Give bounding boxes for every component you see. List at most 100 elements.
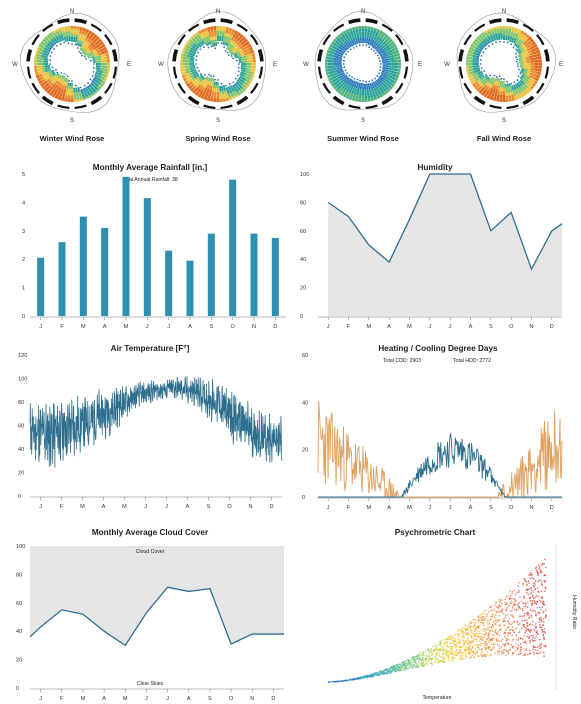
- psychro-point: [526, 625, 529, 627]
- rose-bar: [476, 58, 480, 61]
- rose-bar: [246, 73, 250, 77]
- rose-bar: [225, 42, 229, 47]
- rose-bar: [191, 44, 195, 49]
- psychro-point: [428, 653, 431, 656]
- rose-dot: [195, 59, 198, 62]
- psychro-point: [529, 609, 532, 611]
- rose-bar: [523, 70, 528, 74]
- psychro-point: [466, 639, 468, 642]
- psychro-point: [446, 655, 449, 657]
- rose-bar: [481, 79, 485, 84]
- rose-bar: [370, 97, 375, 102]
- psychro-point: [437, 648, 439, 651]
- rose-bar: [53, 38, 57, 42]
- rose-bar: [47, 39, 51, 43]
- rose-bar: [225, 87, 229, 90]
- rose-bar: [505, 35, 508, 38]
- psychro-point: [443, 642, 445, 645]
- rose-bar: [385, 62, 389, 66]
- psychro-point: [488, 640, 490, 643]
- psychro-point: [539, 647, 541, 650]
- rose-bar: [490, 29, 494, 33]
- psychro-point: [468, 639, 470, 642]
- rose-bar: [51, 30, 56, 34]
- psychro-point: [509, 648, 511, 651]
- rose-bar: [204, 75, 209, 80]
- rose-bar: [73, 99, 77, 102]
- rose-bar: [36, 62, 39, 66]
- rose-bar: [234, 34, 239, 40]
- rose-bar: [230, 40, 235, 45]
- psychro-point: [540, 600, 542, 603]
- rose-bar: [382, 68, 386, 71]
- humidity-title: Humidity: [417, 163, 452, 172]
- psychro-point: [453, 637, 455, 639]
- psychro-point: [517, 636, 520, 639]
- x-tick-label: J: [327, 324, 330, 330]
- psychro-point: [451, 659, 453, 661]
- rose-dot: [237, 70, 240, 73]
- rose-bar: [526, 58, 531, 61]
- rose-bar: [361, 34, 365, 38]
- psychro-point: [500, 640, 503, 642]
- rose-bar: [487, 83, 492, 88]
- rose-bar: [63, 36, 67, 40]
- psychro-point: [423, 665, 426, 667]
- rose-bar: [180, 68, 184, 73]
- psychro-point: [485, 633, 487, 635]
- rose-bar: [101, 43, 106, 48]
- x-tick-label: M: [81, 324, 86, 330]
- rose-bar: [206, 76, 210, 81]
- y-tick-label: 60: [300, 229, 306, 235]
- rose-bar: [92, 49, 97, 53]
- rose-bar: [512, 40, 516, 44]
- rose-bar: [222, 98, 227, 102]
- psychro-point: [534, 567, 537, 570]
- rose-bar: [43, 80, 48, 85]
- rose-bar: [488, 32, 492, 36]
- psychro-point: [540, 646, 542, 649]
- rose-bar: [252, 68, 256, 73]
- rose-bar: [476, 87, 481, 92]
- rose-bar: [34, 71, 39, 76]
- rose-bar: [234, 54, 238, 58]
- rose-bar: [187, 60, 190, 63]
- x-tick-label: A: [103, 324, 107, 330]
- rose-bar: [470, 59, 473, 63]
- psychro-point: [478, 630, 481, 633]
- rose-dot: [232, 57, 234, 60]
- x-tick-label: O: [230, 324, 235, 330]
- rose-bar: [205, 39, 209, 43]
- rose-bar: [472, 48, 476, 52]
- psychro-point: [518, 591, 520, 593]
- rose-bar: [44, 52, 47, 56]
- rose-bar: [516, 37, 520, 42]
- rose-bar: [62, 34, 66, 38]
- rose-bar: [519, 86, 523, 90]
- psychro-point: [543, 630, 546, 633]
- psychro-point: [490, 638, 492, 640]
- rose-bar: [48, 44, 52, 48]
- psychro-point: [404, 661, 406, 664]
- rose-bar: [373, 96, 378, 101]
- psychro-point: [470, 648, 472, 650]
- psychro-point: [503, 652, 505, 654]
- psychro-point: [527, 611, 529, 613]
- compass-e: E: [418, 62, 422, 68]
- rose-bar: [331, 82, 336, 88]
- psychro-point: [534, 630, 536, 632]
- psychro-point: [461, 631, 464, 634]
- rose-bar: [515, 91, 520, 95]
- psychro-point: [494, 652, 496, 655]
- rose-bar: [524, 88, 528, 93]
- rose-bar: [342, 73, 346, 77]
- rose-bar: [474, 49, 478, 53]
- psychro-point: [412, 664, 414, 666]
- rose-bar: [95, 69, 99, 73]
- rose-bar: [519, 32, 523, 37]
- psychro-point: [433, 660, 436, 662]
- rose-bar: [372, 81, 376, 85]
- psychro-point: [494, 613, 496, 616]
- rose-dot: [510, 43, 513, 46]
- psychro-point: [430, 650, 432, 653]
